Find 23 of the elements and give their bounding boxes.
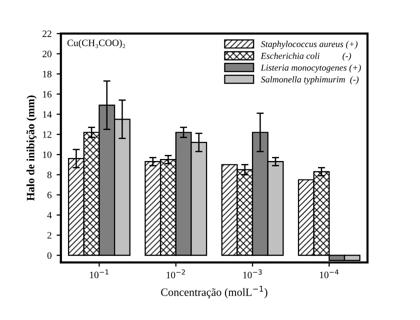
y-tick-label: 0	[47, 252, 52, 259]
y-tick-label: 12	[43, 131, 52, 138]
y-tick-label: 14	[43, 111, 52, 118]
y-tick-label: 22	[42, 30, 52, 37]
y-tick-label: 8	[47, 172, 52, 178]
legend-label: Listeria monocytogenes (+)	[260, 64, 361, 73]
x-axis-title: Concentração (molL$^{−1}$)	[161, 286, 268, 298]
y-axis-title: Halo de inibição (mm)	[26, 96, 37, 201]
y-tick-label: 4	[47, 212, 52, 218]
x-tick-label: 10$^{−1}$	[90, 269, 108, 278]
legend-label: Staphylococcus aureus (+)	[260, 40, 358, 49]
y-tick-label: 6	[47, 192, 52, 198]
annotation: Cu(CH₃COO)₂	[67, 39, 126, 48]
y-tick-label: 16	[43, 91, 52, 98]
x-tick-label: 10$^{−2}$	[166, 269, 185, 278]
y-tick-label: 2	[47, 232, 52, 239]
legend-label: Escherichia coli (-)	[260, 52, 352, 61]
y-tick-label: 18	[43, 70, 52, 78]
legend-label: Salmonella typhimurim (-)	[260, 76, 359, 84]
x-tick-label: 10$^{−4}$	[320, 269, 339, 278]
x-tick-label: 10$^{−3}$	[243, 269, 262, 278]
y-tick-label: 10	[43, 151, 52, 158]
y-tick-label: 20	[42, 50, 52, 58]
